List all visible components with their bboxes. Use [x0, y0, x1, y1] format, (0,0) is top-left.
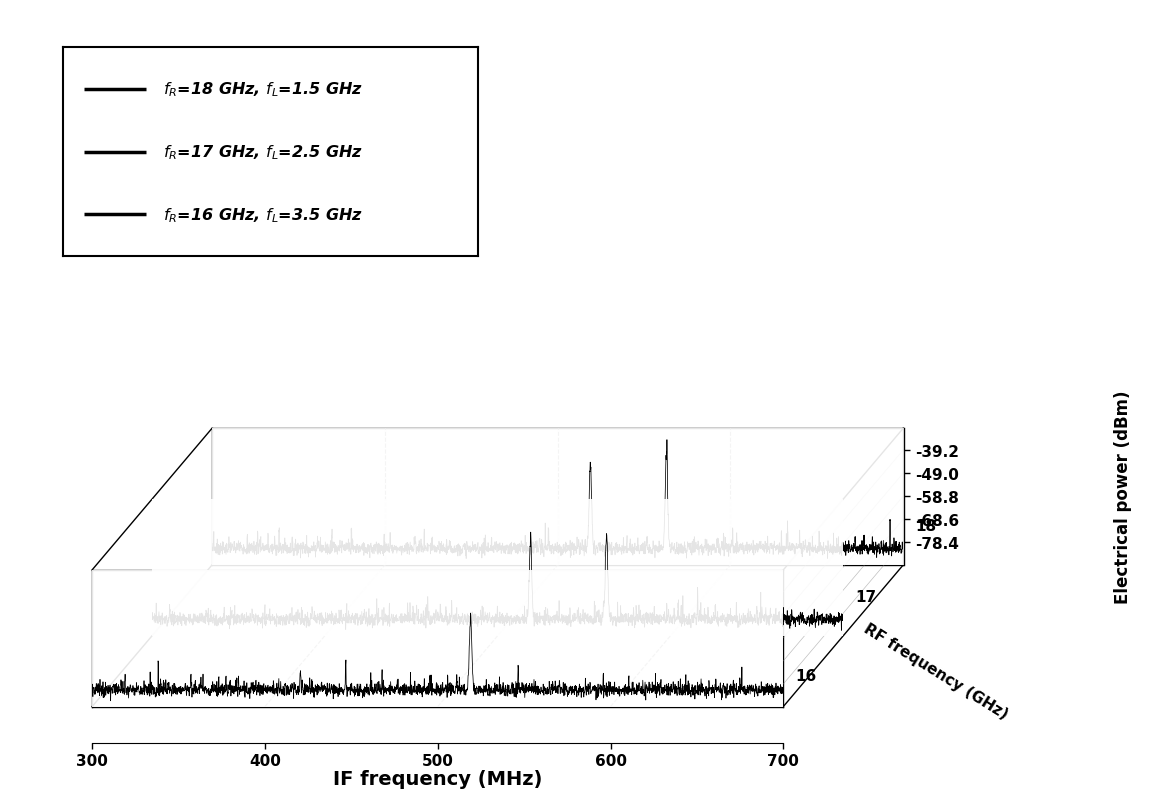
- Text: $f_R$=16 GHz, $f_L$=3.5 GHz: $f_R$=16 GHz, $f_L$=3.5 GHz: [162, 206, 363, 225]
- Text: RF frequency (GHz): RF frequency (GHz): [862, 621, 1010, 722]
- Text: 17: 17: [855, 589, 877, 604]
- Text: Electrical power (dBm): Electrical power (dBm): [1114, 390, 1132, 604]
- Text: $f_R$=17 GHz, $f_L$=2.5 GHz: $f_R$=17 GHz, $f_L$=2.5 GHz: [162, 143, 363, 162]
- Text: IF frequency (MHz): IF frequency (MHz): [333, 769, 543, 789]
- Text: 16: 16: [795, 668, 817, 683]
- Text: 18: 18: [915, 519, 937, 533]
- Text: $f_R$=18 GHz, $f_L$=1.5 GHz: $f_R$=18 GHz, $f_L$=1.5 GHz: [162, 80, 363, 100]
